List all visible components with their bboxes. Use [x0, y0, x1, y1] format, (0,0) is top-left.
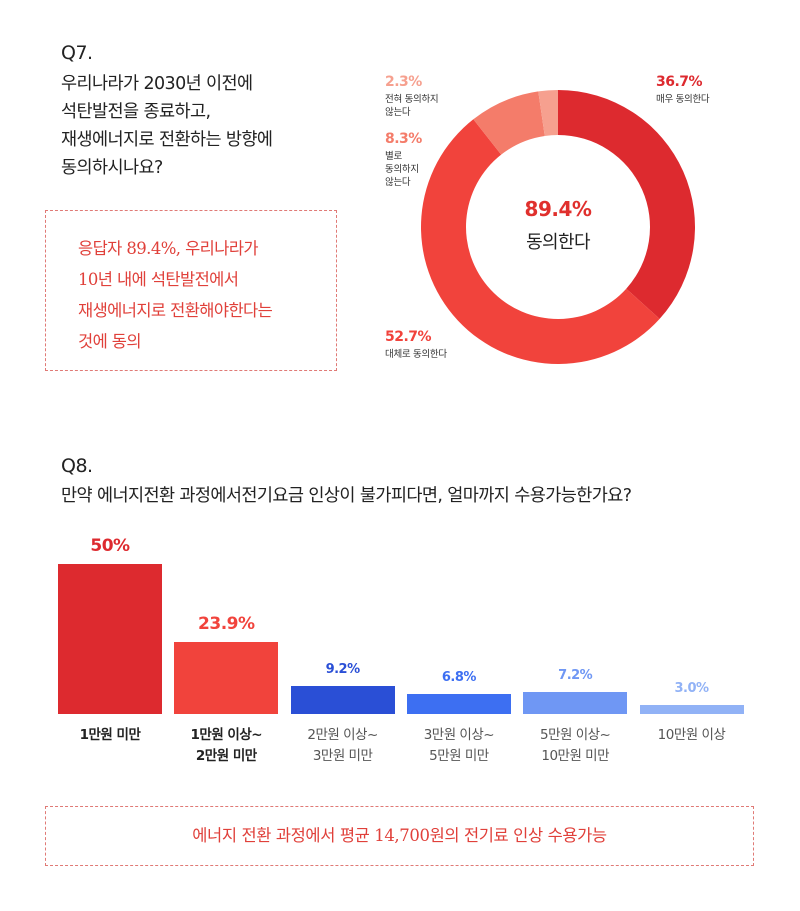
q8-question-line: 만약 에너지전환 과정에서전기요금 인상이 불가피다면, 얼마까지 수용가능한가… [61, 486, 632, 506]
bar-category-label: 1만원 이상~ 2만원 미만 [190, 727, 263, 764]
bar-category-label: 2만원 이상~ 3만원 미만 [307, 727, 378, 764]
donut-center-label: 동의한다 [526, 232, 590, 253]
bar-value-label: 6.8% [441, 669, 477, 685]
q7-question-line: 석탄발전을 종료하고, [61, 102, 211, 122]
bar [290, 686, 395, 714]
q7-callout-line: 응답자 89.4%, 우리나라가 [78, 239, 259, 258]
slice-value-label: 2.3% [385, 74, 422, 90]
q7-question: 우리나라가 2030년 이전에 석탄발전을 종료하고, 재생에너지로 전환하는 … [61, 70, 273, 182]
slice-category-label: 전혀 동의하지 않는다 [385, 94, 439, 118]
bar-category-label: 10만원 이상 [657, 727, 726, 743]
slice-value-label: 8.3% [385, 131, 422, 147]
slice-category-label: 별로 동의하지 않는다 [385, 151, 419, 188]
slice-value-label: 36.7% [656, 74, 703, 90]
q8-summary-callout: 에너지 전환 과정에서 평균 14,700원의 전기료 인상 수용가능 [45, 806, 754, 866]
slice-value-label: 52.7% [385, 329, 432, 345]
bar-value-label: 23.9% [198, 614, 255, 635]
bar [523, 692, 628, 714]
q7-question-line: 동의하시나요? [61, 158, 163, 178]
q7-question-line: 재생에너지로 전환하는 방향에 [61, 130, 273, 150]
bar-category-label: 3만원 이상~ 5만원 미만 [423, 727, 495, 764]
bar-value-label: 3.0% [674, 681, 709, 696]
q7-callout-line: 10년 내에 석탄발전에서 [78, 270, 239, 289]
slice-category-label: 대체로 동의한다 [385, 349, 447, 360]
slice-category-label: 매우 동의한다 [656, 94, 710, 105]
bar-category-label: 1만원 미만 [79, 727, 141, 743]
bar [58, 564, 162, 714]
q7-callout-line: 것에 동의 [78, 332, 142, 351]
donut-center-value: 89.4% [524, 197, 592, 221]
q7-question-line: 우리나라가 2030년 이전에 [61, 74, 253, 94]
donut-slice [558, 90, 695, 319]
q7-summary-callout: 응답자 89.4%, 우리나라가 10년 내에 석탄발전에서 재생에너지로 전환… [45, 210, 337, 371]
donut-slice [473, 91, 545, 155]
bar [174, 642, 279, 714]
q7-callout-line: 재생에너지로 전환해야한다는 [78, 301, 273, 320]
bar [639, 705, 744, 714]
bar [406, 693, 511, 714]
q7-number: Q7. [61, 42, 93, 64]
donut-slice [538, 90, 558, 136]
bar-category-label: 5만원 이상~ 10만원 미만 [540, 727, 611, 764]
q8-question: 만약 에너지전환 과정에서전기요금 인상이 불가피다면, 얼마까지 수용가능한가… [61, 482, 632, 510]
donut-chart [420, 90, 695, 365]
bar-value-label: 7.2% [558, 668, 593, 684]
bar-value-label: 50% [90, 536, 130, 556]
bar-value-label: 9.2% [325, 662, 361, 678]
q8-number: Q8. [61, 455, 93, 477]
donut-slice [420, 119, 660, 365]
